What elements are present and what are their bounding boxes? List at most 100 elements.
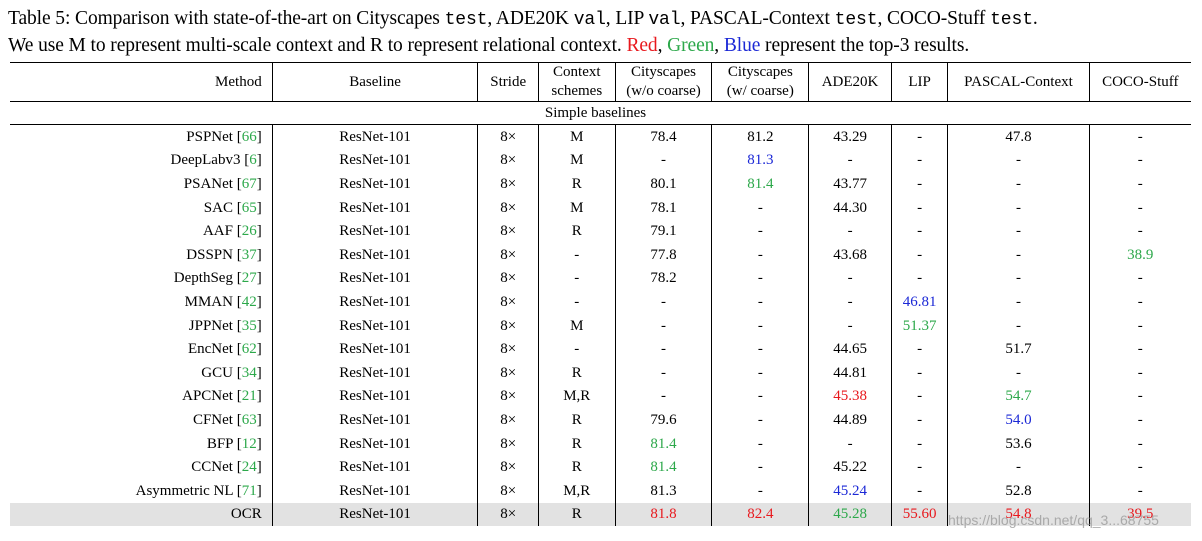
ade20k-cell: - bbox=[808, 290, 892, 314]
table-row: PSANet [67] ResNet-101 8× R 80.1 81.4 43.77- - - bbox=[10, 172, 1191, 196]
citation-link[interactable]: 27 bbox=[241, 270, 257, 287]
cityscapes-w-cell: - bbox=[711, 290, 809, 314]
baseline-cell: ResNet-101 bbox=[271, 124, 478, 149]
stride-cell: 8× bbox=[477, 408, 539, 432]
method-name: JPPNet bbox=[188, 317, 233, 334]
header-line2: (w/o coarse) bbox=[626, 83, 701, 99]
pascal-cell: 54.0 bbox=[947, 408, 1090, 432]
citation-link[interactable]: 71 bbox=[241, 482, 257, 499]
citation-link[interactable]: 26 bbox=[241, 223, 257, 240]
caption-text: , ADE20K bbox=[487, 8, 574, 29]
baseline-cell: ResNet-101 bbox=[271, 266, 478, 291]
coco-cell: - bbox=[1088, 290, 1191, 314]
results-table: Method Baseline Stride Context schemes Ci… bbox=[10, 62, 1191, 526]
cityscapes-wo-cell: 77.8 bbox=[614, 242, 712, 267]
citation-link[interactable]: 67 bbox=[241, 175, 257, 192]
method-cell: GCU [34] bbox=[201, 364, 262, 381]
header-baseline: Baseline bbox=[271, 62, 478, 102]
citation-link[interactable]: 24 bbox=[241, 459, 257, 476]
cityscapes-wo-cell: - bbox=[614, 313, 712, 338]
citation-link[interactable]: 12 bbox=[241, 435, 257, 452]
legend-green: Green bbox=[667, 35, 715, 56]
caption-code: test bbox=[990, 10, 1033, 30]
table-row: SAC [65] ResNet-101 8× M 78.1-44.30- - - bbox=[10, 195, 1191, 220]
citation-link[interactable]: 63 bbox=[241, 411, 257, 428]
header-pascal-context: PASCAL-Context bbox=[947, 62, 1090, 102]
cityscapes-wo-cell: 78.1 bbox=[614, 195, 712, 220]
table-row: MMAN [42] ResNet-101 8× - - - -46.81- - bbox=[10, 290, 1191, 314]
cityscapes-wo-cell: - bbox=[614, 290, 712, 314]
header-line2: (w/ coarse) bbox=[726, 83, 794, 99]
pascal-cell: 53.6 bbox=[947, 431, 1090, 456]
table-row: EncNet [62] ResNet-101 8× - - -44.65-51.7- bbox=[10, 337, 1191, 361]
pascal-cell: 54.7 bbox=[947, 384, 1090, 409]
baseline-cell: ResNet-101 bbox=[271, 478, 478, 503]
table-row: CFNet [63] ResNet-101 8× R 79.6-44.89-54.0- bbox=[10, 408, 1191, 432]
baseline-cell: ResNet-101 bbox=[271, 337, 478, 361]
pascal-cell: - bbox=[947, 242, 1090, 267]
citation-link[interactable]: 35 bbox=[241, 317, 257, 334]
lip-cell: 51.37 bbox=[890, 313, 948, 338]
section-row: Simple baselines bbox=[10, 101, 1191, 125]
cityscapes-w-cell: - bbox=[711, 195, 809, 220]
ade20k-cell: 44.65 bbox=[808, 337, 892, 361]
legend-blue: Blue bbox=[723, 35, 761, 56]
pascal-cell: - bbox=[947, 360, 1090, 385]
coco-cell: - bbox=[1088, 408, 1191, 432]
citation-link[interactable]: 62 bbox=[241, 341, 257, 358]
ade20k-cell: 45.24 bbox=[808, 478, 892, 503]
stride-cell: 8× bbox=[477, 290, 539, 314]
cityscapes-wo-cell: 79.1 bbox=[614, 219, 712, 243]
context-cell: M bbox=[537, 313, 616, 338]
citation-link[interactable]: 21 bbox=[241, 388, 257, 405]
pascal-cell: - bbox=[947, 172, 1090, 196]
coco-cell: - bbox=[1088, 360, 1191, 385]
stride-cell: 8× bbox=[477, 172, 539, 196]
cityscapes-wo-cell: 78.4 bbox=[614, 124, 712, 149]
cityscapes-w-cell: - bbox=[711, 313, 809, 338]
cityscapes-wo-cell: 81.8 bbox=[614, 502, 712, 526]
lip-cell: - bbox=[890, 384, 948, 409]
stride-cell: 8× bbox=[477, 242, 539, 267]
cityscapes-wo-cell: 78.2 bbox=[614, 266, 712, 291]
header-method: Method bbox=[10, 62, 273, 102]
cityscapes-wo-cell: - bbox=[614, 384, 712, 409]
table-row: GCU [34] ResNet-101 8× R - -44.81- - - bbox=[10, 360, 1191, 385]
citation-link[interactable]: 34 bbox=[241, 364, 257, 381]
context-cell: R bbox=[537, 219, 616, 243]
ade20k-cell: 44.30 bbox=[808, 195, 892, 220]
stride-cell: 8× bbox=[477, 148, 539, 173]
citation-link[interactable]: 6 bbox=[249, 152, 257, 169]
coco-cell: - bbox=[1088, 266, 1191, 291]
cityscapes-w-cell: - bbox=[711, 478, 809, 503]
citation-link[interactable]: 37 bbox=[241, 246, 257, 263]
baseline-cell: ResNet-101 bbox=[271, 408, 478, 432]
cityscapes-wo-cell: 80.1 bbox=[614, 172, 712, 196]
cityscapes-w-cell: - bbox=[711, 455, 809, 479]
caption-code: val bbox=[573, 10, 606, 30]
cityscapes-wo-cell: 79.6 bbox=[614, 408, 712, 432]
ade20k-cell: 43.29 bbox=[808, 124, 892, 149]
context-cell: - bbox=[537, 242, 616, 267]
ade20k-cell: - bbox=[808, 219, 892, 243]
pascal-cell: 47.8 bbox=[947, 124, 1090, 149]
method-name: GCU bbox=[201, 364, 233, 381]
header-coco-stuff: COCO-Stuff bbox=[1088, 62, 1191, 102]
method-name: OCR bbox=[230, 506, 262, 522]
lip-cell: - bbox=[890, 172, 948, 196]
header-row: Method Baseline Stride Context schemes Ci… bbox=[10, 62, 1191, 102]
cityscapes-wo-cell: 81.4 bbox=[614, 431, 712, 456]
method-cell: BFP [12] bbox=[206, 435, 262, 452]
method-cell: APCNet [21] bbox=[182, 388, 262, 405]
caption-text: Table 5: Comparison with state-of-the-ar… bbox=[8, 8, 445, 29]
cityscapes-w-cell: - bbox=[711, 408, 809, 432]
method-name: PSPNet bbox=[186, 128, 233, 145]
pascal-cell: - bbox=[947, 290, 1090, 314]
baseline-cell: ResNet-101 bbox=[271, 455, 478, 479]
citation-link[interactable]: 42 bbox=[241, 293, 257, 310]
coco-cell: - bbox=[1088, 148, 1191, 173]
citation-link[interactable]: 66 bbox=[241, 128, 257, 145]
citation-link[interactable]: 65 bbox=[241, 199, 257, 216]
lip-cell: - bbox=[890, 219, 948, 243]
caption-text: . bbox=[1032, 8, 1038, 29]
